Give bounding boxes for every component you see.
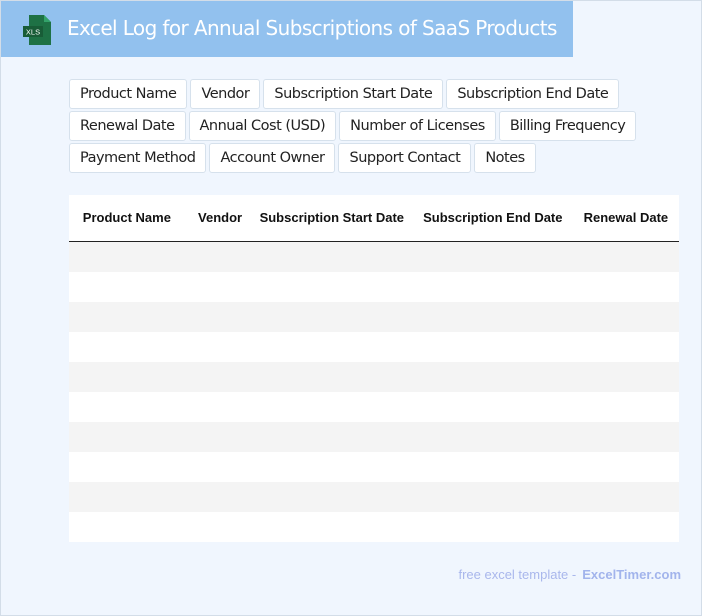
table-cell[interactable] [248, 482, 411, 512]
table-cell[interactable] [410, 392, 569, 422]
table-cell[interactable] [410, 452, 569, 482]
table-cell[interactable] [674, 332, 679, 362]
table-cell[interactable] [568, 272, 675, 302]
column-header[interactable]: Vendor [176, 195, 249, 242]
table-row [69, 422, 679, 452]
table-cell[interactable] [69, 422, 177, 452]
table-cell[interactable] [248, 422, 411, 452]
column-chip[interactable]: Subscription End Date [446, 79, 620, 109]
table-row [69, 392, 679, 422]
column-chip[interactable]: Payment Method [69, 143, 207, 173]
column-chip[interactable]: Notes [474, 143, 536, 173]
table-cell[interactable] [410, 422, 569, 452]
column-chip[interactable]: Product Name [69, 79, 188, 109]
column-header[interactable]: Subscription Start Date [248, 195, 411, 242]
table-row [69, 512, 679, 542]
footer-text: free excel template - [458, 567, 577, 582]
xls-file-icon: XLS [23, 15, 51, 45]
data-table: Product Name Vendor Subscription Start Dat… [69, 195, 679, 542]
table-cell[interactable] [176, 241, 249, 272]
column-chip[interactable]: Support Contact [338, 143, 472, 173]
header-banner: XLS Excel Log for Annual Subscriptions o… [1, 1, 573, 57]
table-cell[interactable] [248, 302, 411, 332]
table-cell[interactable] [248, 512, 411, 542]
table-cell[interactable] [674, 392, 679, 422]
table-cell[interactable] [176, 422, 249, 452]
table-cell[interactable] [248, 392, 411, 422]
column-chip[interactable]: Renewal Date [69, 111, 186, 141]
column-header[interactable]: Subscription End Date [410, 195, 569, 242]
table-cell[interactable] [248, 272, 411, 302]
column-chip-list: Product Name Vendor Subscription Start Dat… [69, 79, 649, 173]
table-cell[interactable] [176, 512, 249, 542]
table-cell[interactable] [248, 452, 411, 482]
table-cell[interactable] [176, 332, 249, 362]
table-cell[interactable] [674, 302, 679, 332]
table-cell[interactable] [176, 302, 249, 332]
column-chip[interactable]: Annual Cost (USD) [188, 111, 337, 141]
table-cell[interactable] [248, 332, 411, 362]
table-row [69, 482, 679, 512]
table-cell[interactable] [568, 241, 675, 272]
table-row [69, 272, 679, 302]
table-cell[interactable] [410, 482, 569, 512]
table-cell[interactable] [568, 332, 675, 362]
table-row [69, 302, 679, 332]
table-cell[interactable] [568, 302, 675, 332]
table-cell[interactable] [410, 362, 569, 392]
table-cell[interactable] [410, 332, 569, 362]
table-cell[interactable] [674, 422, 679, 452]
table-cell[interactable] [674, 452, 679, 482]
column-chip[interactable]: Account Owner [209, 143, 336, 173]
table-cell[interactable] [568, 482, 675, 512]
table-cell[interactable] [248, 362, 411, 392]
table-cell[interactable] [69, 241, 177, 272]
table-cell[interactable] [674, 482, 679, 512]
table-cell[interactable] [176, 362, 249, 392]
page-title: Excel Log for Annual Subscriptions of Sa… [67, 16, 557, 40]
table-row [69, 332, 679, 362]
table-cell[interactable] [568, 392, 675, 422]
table-cell[interactable] [69, 452, 177, 482]
table-header-row: Product Name Vendor Subscription Start Dat… [69, 195, 679, 242]
footer: free excel template - ExcelTimer.com [458, 567, 681, 582]
table-cell[interactable] [674, 362, 679, 392]
table-cell[interactable] [410, 241, 569, 272]
table-cell[interactable] [410, 302, 569, 332]
column-chip[interactable]: Subscription Start Date [263, 79, 444, 109]
table-cell[interactable] [674, 512, 679, 542]
table-cell[interactable] [69, 392, 177, 422]
svg-text:XLS: XLS [26, 28, 40, 37]
table-row [69, 452, 679, 482]
column-chip[interactable]: Number of Licenses [339, 111, 496, 141]
column-header[interactable]: Annual Cost (USD) [674, 195, 679, 242]
table-cell[interactable] [176, 272, 249, 302]
footer-brand-link[interactable]: ExcelTimer.com [582, 567, 681, 582]
table-cell[interactable] [69, 302, 177, 332]
table-cell[interactable] [69, 512, 177, 542]
table-cell[interactable] [176, 392, 249, 422]
table-cell[interactable] [568, 362, 675, 392]
table-cell[interactable] [69, 482, 177, 512]
table-cell[interactable] [674, 241, 679, 272]
table-row [69, 362, 679, 392]
table-cell[interactable] [176, 482, 249, 512]
column-header[interactable]: Product Name [69, 195, 177, 242]
table-cell[interactable] [248, 241, 411, 272]
table-cell[interactable] [568, 422, 675, 452]
table-cell[interactable] [568, 512, 675, 542]
table-cell[interactable] [568, 452, 675, 482]
column-header[interactable]: Renewal Date [568, 195, 675, 242]
table-row [69, 241, 679, 272]
table-cell[interactable] [69, 332, 177, 362]
table-cell[interactable] [674, 272, 679, 302]
table-cell[interactable] [410, 272, 569, 302]
table-cell[interactable] [69, 362, 177, 392]
column-chip[interactable]: Vendor [190, 79, 261, 109]
column-chip[interactable]: Billing Frequency [498, 111, 637, 141]
table-cell[interactable] [176, 452, 249, 482]
table-cell[interactable] [69, 272, 177, 302]
table-cell[interactable] [410, 512, 569, 542]
